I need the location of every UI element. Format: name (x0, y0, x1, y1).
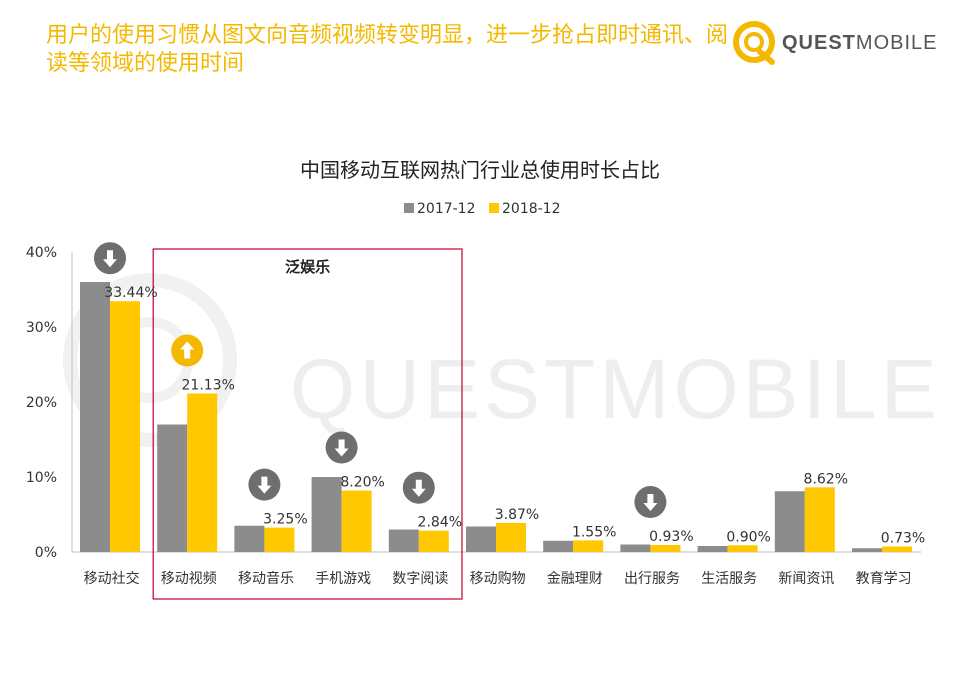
bar-2018 (882, 546, 912, 552)
x-tick-label: 生活服务 (701, 571, 757, 587)
y-tick-label: 0% (35, 545, 57, 561)
x-tick-label: 金融理财 (547, 571, 603, 587)
bar-2017 (388, 529, 419, 552)
down-arrow-icon (402, 471, 435, 504)
arrow-glyph (411, 479, 426, 497)
bar-2018 (650, 545, 681, 552)
x-tick-label: 教育学习 (856, 571, 912, 587)
logo-ring-icon (733, 21, 775, 65)
bar-2018 (727, 545, 758, 552)
data-label: 0.90% (726, 529, 770, 545)
x-tick-label: 移动购物 (470, 571, 526, 587)
bar-2017 (80, 282, 110, 552)
watermark: QUESTMOBILE (63, 273, 941, 447)
bar-2018 (573, 540, 604, 552)
legend-swatch-1 (489, 203, 499, 213)
arrow-glyph (334, 439, 349, 457)
arrow-glyph (257, 476, 272, 494)
data-labels: 33.44% 21.13% 3.25% 8.20% 2.84% 3.87% 1.55% 0.9… (104, 285, 925, 546)
bar-2017 (311, 477, 342, 552)
logo-wordmark: QUESTMOBILE (782, 32, 938, 54)
highlight-label: 泛娱乐 (285, 258, 330, 276)
down-arrow-icon (634, 486, 667, 519)
bar-2018 (187, 393, 218, 552)
bar-2017 (697, 546, 728, 552)
data-label: 33.44% (104, 285, 157, 301)
highlight-region: 泛娱乐 (152, 248, 463, 600)
y-tick-label: 40% (26, 245, 57, 261)
questmobile-logo: QUESTMOBILE (730, 14, 936, 70)
bar-2017 (774, 491, 805, 552)
bar-2017 (852, 548, 882, 552)
data-label: 2.84% (418, 515, 462, 531)
x-tick-label: 出行服务 (624, 571, 680, 587)
legend-swatch-0 (404, 203, 414, 213)
down-arrow-icon (94, 242, 126, 275)
watermark-text: QUESTMOBILE (290, 342, 941, 436)
y-tick-label: 10% (26, 470, 57, 486)
bar-2017 (234, 525, 265, 552)
data-label: 0.93% (649, 529, 693, 545)
arrow-glyph (103, 250, 117, 268)
x-tick-label: 新闻资讯 (778, 571, 834, 587)
data-label: 8.62% (804, 471, 848, 487)
x-tick-label: 移动视频 (161, 571, 217, 587)
bar-2017 (157, 424, 188, 552)
page-headline: 用户的使用习惯从图文向音频视频转变明显，进一步抢占即时通讯、阅读等领域的使用时间 (46, 23, 729, 76)
x-tick-label: 数字阅读 (392, 570, 448, 587)
data-label: 21.13% (182, 378, 235, 394)
bar-2017 (466, 526, 496, 552)
bar-2017 (543, 540, 574, 552)
axes: 0% 10% 20% 30% 40% 移动社交 移动视频 移动音乐 手机游戏 数字阅读 移动购物 金融… (26, 245, 922, 587)
x-tick-label: 移动社交 (84, 570, 140, 587)
arrow-glyph (180, 341, 195, 359)
legend-label-1: 2018-12 (502, 201, 561, 217)
data-label: 0.73% (881, 531, 925, 547)
bar-2018 (264, 527, 295, 552)
up-arrow-icon (171, 334, 204, 367)
trend-arrows (94, 242, 667, 519)
bar-2018 (110, 301, 140, 552)
bar-2018 (804, 487, 835, 552)
bar-2018 (418, 530, 449, 552)
down-arrow-icon (325, 431, 358, 464)
highlight-box (152, 248, 463, 600)
data-label: 3.87% (495, 507, 539, 523)
data-label: 3.25% (263, 512, 307, 528)
down-arrow-icon (248, 468, 281, 501)
bar-2017 (620, 544, 651, 552)
legend-label-0: 2017-12 (417, 201, 476, 217)
data-label: 1.55% (572, 524, 616, 540)
x-tick-label: 移动音乐 (238, 570, 294, 587)
arrow-glyph (643, 494, 658, 512)
x-tick-label: 手机游戏 (315, 571, 371, 587)
data-label: 8.20% (340, 475, 384, 491)
y-tick-label: 20% (26, 395, 57, 411)
y-tick-label: 30% (26, 320, 57, 336)
bar-2018 (496, 522, 526, 552)
chart-title: 中国移动互联网热门行业总使用时长占比 (300, 158, 660, 182)
legend: 2017-12 2018-12 (404, 201, 561, 217)
bars (80, 282, 912, 552)
bar-2018 (341, 490, 372, 552)
